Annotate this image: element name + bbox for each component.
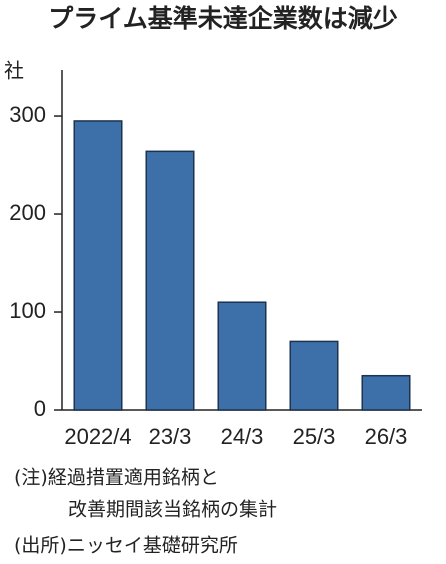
y-tick-label: 0	[34, 396, 46, 421]
bar	[145, 150, 195, 411]
bar	[289, 340, 339, 411]
note: (出所)ニッセイ基礎研究所	[14, 535, 238, 557]
x-tick-label: 25/3	[293, 424, 336, 449]
y-tick-label: 100	[9, 298, 46, 323]
y-axis-label: 社	[4, 59, 24, 83]
x-tick-label: 23/3	[149, 424, 192, 449]
x-tick-label: 24/3	[221, 424, 264, 449]
note: (注)経過措置適用銘柄と	[14, 467, 219, 489]
chart-title: プライム基準未達企業数は減少	[48, 4, 398, 33]
x-tick-label: 26/3	[365, 424, 408, 449]
x-tick-label: 2022/4	[64, 424, 131, 449]
bar	[73, 120, 123, 411]
bar	[217, 301, 267, 411]
note: 改善期間該当銘柄の集計	[68, 499, 277, 521]
y-tick-label: 300	[9, 102, 46, 127]
y-tick-label: 200	[9, 200, 46, 225]
bar	[361, 374, 411, 411]
